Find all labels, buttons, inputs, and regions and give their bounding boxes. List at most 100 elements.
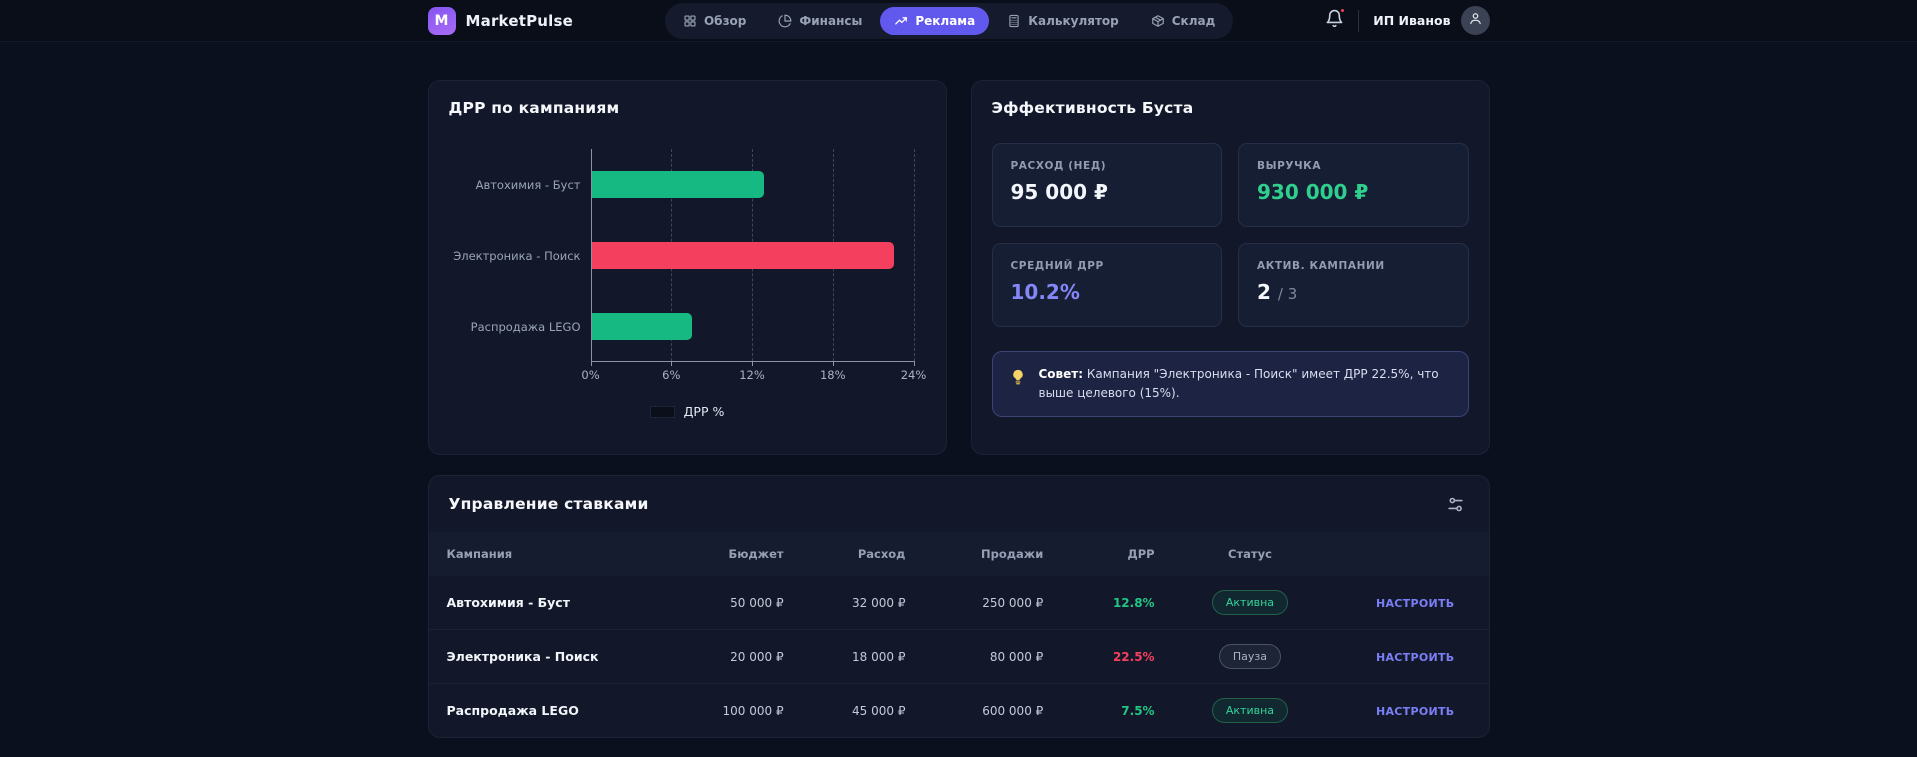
spend-cell: 18 000 ₽ (783, 629, 906, 684)
status-badge: Активна (1211, 590, 1289, 615)
stat-value: 2 (1257, 280, 1271, 304)
sales-cell: 80 000 ₽ (905, 629, 1044, 684)
user-name: ИП Иванов (1373, 13, 1451, 28)
brand-logo-icon: M (427, 6, 456, 35)
axis-tick-mark (752, 361, 753, 366)
table-header-cell: Статус (1154, 532, 1346, 576)
bids-card-title: Управление ставками (448, 495, 649, 513)
chart-category-label: Автохимия - Буст (475, 177, 581, 192)
stat-box: РАСХОД (НЕД) 95 000 ₽ (991, 143, 1222, 227)
status-badge: Активна (1211, 698, 1289, 723)
stat-label: ВЫРУЧКА (1257, 160, 1322, 172)
chart-y-axis-line (590, 149, 592, 361)
table-row: Электроника - Поиск 20 000 ₽18 000 ₽80 00… (428, 629, 1489, 684)
table-header-cell (1345, 532, 1489, 576)
axis-tick-mark (832, 361, 834, 366)
stat-value: 95 000 ₽ (1010, 180, 1108, 204)
boost-efficiency-card: Эффективность Буста РАСХОД (НЕД) 95 000 ₽… (970, 80, 1490, 455)
stats-grid: РАСХОД (НЕД) 95 000 ₽ ВЫРУЧКА 930 000 ₽ СРЕД… (991, 143, 1469, 327)
nav-item[interactable]: Калькулятор (993, 7, 1133, 35)
chart-bar (591, 171, 764, 198)
x-tick-label: 24% (900, 368, 927, 382)
bids-management-card: Управление ставками Кампания Бюджет Расход… (427, 475, 1490, 738)
drr-chart-card: ДРР по кампаниям Автохимия - Буст Электро… (427, 80, 947, 455)
stat-box: АКТИВ. КАМПАНИИ 2 / 3 (1238, 243, 1469, 327)
stat-box: СРЕДНИЙ ДРР 10.2% (991, 243, 1222, 327)
configure-button[interactable]: НАСТРОИТЬ (1375, 650, 1455, 664)
legend-swatch (649, 405, 675, 418)
calculator-icon (1007, 14, 1021, 28)
campaign-name-cell: Автохимия - Буст (446, 595, 570, 610)
notification-dot (1339, 7, 1347, 14)
user-menu[interactable]: ИП Иванов (1373, 6, 1490, 35)
stat-label: СРЕДНИЙ ДРР (1010, 260, 1104, 272)
x-tick-label: 12% (739, 368, 765, 382)
tip-text: Совет: Кампания "Электроника - Поиск" им… (1039, 365, 1452, 403)
axis-tick-mark (671, 361, 673, 366)
nav-item-label: Склад (1171, 13, 1216, 28)
configure-button[interactable]: НАСТРОИТЬ (1375, 704, 1455, 718)
stat-box: ВЫРУЧКА 930 000 ₽ (1238, 143, 1469, 227)
spend-cell: 45 000 ₽ (783, 683, 906, 737)
x-tick-label: 6% (662, 368, 681, 382)
axis-tick-mark (590, 361, 592, 366)
main-nav: Обзор Финансы Реклама Калькулятор Склад (664, 2, 1234, 39)
stat-value: 930 000 ₽ (1257, 180, 1369, 204)
action-cell: НАСТРОИТЬ (1345, 683, 1489, 737)
status-cell: Активна (1154, 683, 1346, 737)
user-icon (1468, 11, 1483, 30)
lightbulb-icon (1009, 365, 1027, 390)
stat-label: АКТИВ. КАМПАНИИ (1257, 260, 1385, 272)
nav-item-label: Реклама (915, 13, 976, 28)
avatar (1460, 6, 1490, 35)
table-header-cell: Расход (783, 532, 906, 576)
chart-gridline (913, 149, 915, 361)
configure-button[interactable]: НАСТРОИТЬ (1375, 596, 1455, 610)
budget-cell: 20 000 ₽ (651, 629, 784, 684)
bids-table-header: Кампания Бюджет Расход Продажи ДРР Статус (428, 532, 1489, 576)
sales-cell: 600 000 ₽ (905, 683, 1044, 737)
nav-item-label: Калькулятор (1028, 13, 1119, 28)
drr-bar-chart: Автохимия - Буст Электроника - Поиск Распр… (449, 149, 926, 419)
bids-table: Кампания Бюджет Расход Продажи ДРР Статус Авт… (428, 532, 1489, 737)
package-icon (1151, 14, 1165, 28)
stat-suffix: / 3 (1277, 285, 1298, 303)
chart-legend: ДРР % (449, 404, 926, 419)
nav-item[interactable]: Склад (1137, 7, 1230, 35)
table-row: Автохимия - Буст 50 000 ₽ 32 000 ₽ 250 000 … (429, 576, 1489, 630)
campaign-name-cell: Распродажа LEGO (428, 683, 652, 737)
boost-card-title: Эффективность Буста (991, 99, 1194, 117)
brand-link[interactable]: M MarketPulse (427, 6, 573, 35)
status-cell: Пауза (1154, 629, 1346, 684)
chart-category-label: Распродажа LEGO (470, 319, 581, 334)
drr-cell: 7.5% (1043, 683, 1155, 737)
notifications-button[interactable] (1325, 7, 1347, 32)
bell-icon (1325, 9, 1344, 32)
main-content: ДРР по кампаниям Автохимия - Буст Электро… (427, 42, 1490, 738)
grid-icon (683, 14, 697, 28)
tip-bold: Совет: (1038, 367, 1084, 381)
tip-body: Кампания "Электроника - Поиск" имеет ДРР… (1038, 367, 1439, 401)
trending-up-icon (894, 14, 908, 28)
campaign-name-cell: Электроника - Поиск (428, 629, 652, 684)
chart-plot-area: Автохимия - Буст Электроника - Поиск Распр… (453, 149, 915, 366)
drr-cell: 22.5% (1043, 629, 1155, 684)
divider (1358, 9, 1360, 32)
chart-x-axis: 0% 6% 12% 18% 24% (581, 362, 926, 382)
nav-item[interactable]: Обзор (669, 7, 760, 35)
nav-right: ИП Иванов (1325, 6, 1490, 35)
nav-item[interactable]: Финансы (764, 7, 876, 35)
axis-tick-mark (913, 361, 915, 366)
legend-label: ДРР % (683, 404, 725, 419)
pie-chart-icon (778, 14, 792, 28)
action-cell: НАСТРОИТЬ (1345, 629, 1489, 684)
tip-box: Совет: Кампания "Электроника - Поиск" им… (991, 351, 1469, 418)
brand-name: MarketPulse (465, 11, 573, 30)
nav-item-label: Финансы (799, 13, 863, 28)
budget-cell: 100 000 ₽ (651, 683, 784, 737)
budget-cell: 50 000 ₽ (730, 595, 784, 610)
sliders-icon[interactable] (1442, 491, 1469, 518)
nav-item[interactable]: Реклама (880, 6, 990, 35)
sales-cell: 250 000 ₽ (982, 595, 1044, 610)
spend-cell: 32 000 ₽ (852, 595, 906, 610)
